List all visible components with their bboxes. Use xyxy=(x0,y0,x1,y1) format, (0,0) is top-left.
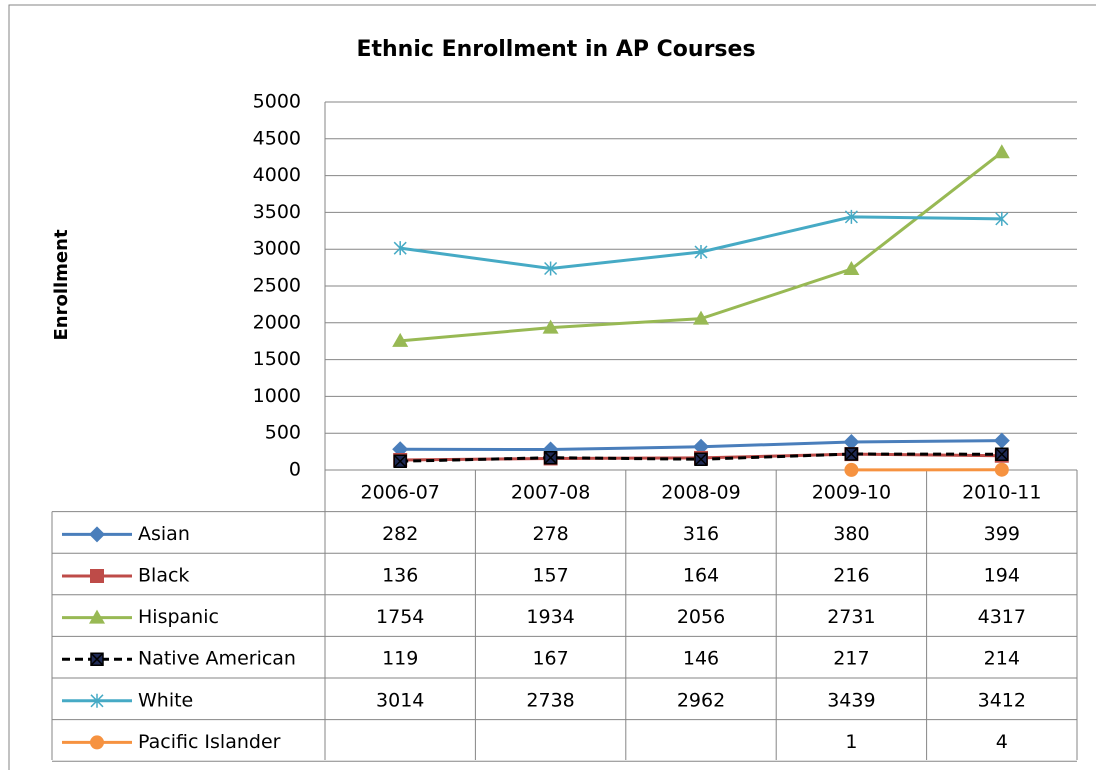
table-value: 2962 xyxy=(677,689,725,711)
table-value: 1754 xyxy=(376,606,424,628)
table-value: 2056 xyxy=(677,606,725,628)
x-tick-label: 2008-09 xyxy=(661,481,740,503)
series-marker xyxy=(693,438,709,455)
chart-title: Ethnic Enrollment in AP Courses xyxy=(356,37,755,62)
series-marker xyxy=(544,261,558,276)
y-tick-label: 4500 xyxy=(253,127,301,149)
series-marker xyxy=(542,319,559,334)
table-value: 136 xyxy=(382,565,418,587)
chart-frame xyxy=(8,4,1096,770)
series-marker xyxy=(392,332,409,347)
table-value: 3439 xyxy=(827,689,875,711)
table-value: 3014 xyxy=(376,689,424,711)
series-marker xyxy=(694,244,708,259)
legend-marker xyxy=(90,569,104,583)
table-value: 2738 xyxy=(526,689,574,711)
y-tick-label: 3500 xyxy=(253,201,301,223)
table-value: 380 xyxy=(833,523,869,545)
series-marker xyxy=(995,211,1009,226)
table-value: 2731 xyxy=(827,606,875,628)
series-marker xyxy=(843,260,860,275)
legend-label: Pacific Islander xyxy=(138,731,281,753)
y-tick-label: 5000 xyxy=(253,91,301,113)
table-value: 4 xyxy=(996,731,1008,753)
x-tick-label: 2007-08 xyxy=(511,481,590,503)
y-tick-label: 1000 xyxy=(253,385,301,407)
series-marker xyxy=(844,209,858,224)
table-value: 1 xyxy=(845,731,857,753)
table-value: 146 xyxy=(683,648,719,670)
table-value: 3412 xyxy=(978,689,1026,711)
series-marker xyxy=(993,432,1010,449)
table-value: 119 xyxy=(382,648,418,670)
series-marker xyxy=(995,447,1009,461)
table-value: 316 xyxy=(683,523,719,545)
table-value: 282 xyxy=(382,523,418,545)
legend-label: White xyxy=(138,689,193,711)
series-marker xyxy=(543,450,558,465)
series-marker xyxy=(843,434,860,451)
x-tick-label: 2010-11 xyxy=(962,481,1041,503)
series-marker xyxy=(694,452,708,467)
legend-label: Hispanic xyxy=(138,606,219,628)
y-tick-label: 1500 xyxy=(253,348,301,370)
table-value: 164 xyxy=(683,565,719,587)
table-value: 4317 xyxy=(978,606,1026,628)
table-value: 194 xyxy=(984,565,1020,587)
series-marker xyxy=(993,144,1010,159)
legend-marker xyxy=(90,652,104,666)
series-marker xyxy=(994,462,1009,477)
series-marker xyxy=(393,241,407,256)
series-marker xyxy=(844,462,859,477)
y-tick-label: 500 xyxy=(265,422,301,444)
y-tick-label: 4000 xyxy=(253,164,301,186)
y-tick-label: 2500 xyxy=(253,275,301,297)
y-tick-label: 3000 xyxy=(253,238,301,260)
table-value: 157 xyxy=(532,565,568,587)
legend-marker xyxy=(90,693,104,708)
table-value: 216 xyxy=(833,565,869,587)
table-value: 214 xyxy=(984,648,1020,670)
legend-label: Black xyxy=(138,565,189,587)
x-tick-label: 2006-07 xyxy=(361,481,440,503)
legend-marker xyxy=(89,526,105,543)
y-axis-label: Enrollment xyxy=(51,229,72,340)
series-marker xyxy=(693,310,709,325)
series-marker xyxy=(844,447,859,461)
table-value: 217 xyxy=(833,648,869,670)
legend-label: Asian xyxy=(138,523,190,545)
table-value: 399 xyxy=(984,523,1020,545)
y-tick-label: 2000 xyxy=(253,311,301,333)
legend-marker xyxy=(89,609,105,624)
table-value: 278 xyxy=(532,523,568,545)
series-marker xyxy=(393,454,407,468)
legend-label: Native American xyxy=(138,648,296,670)
legend-marker xyxy=(90,735,104,750)
y-tick-label: 0 xyxy=(289,459,301,481)
table-value: 167 xyxy=(532,648,568,670)
table-value: 1934 xyxy=(526,606,574,628)
x-tick-label: 2009-10 xyxy=(812,481,891,503)
